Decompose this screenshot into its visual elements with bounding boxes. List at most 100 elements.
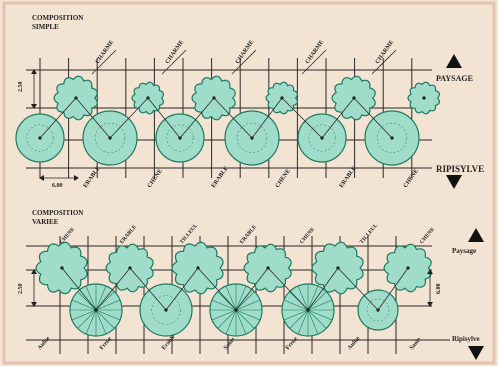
tree-branch	[225, 285, 237, 311]
section-composition-variee: COMPOSITION VARIEE CHENE ERABLE TILLEUL ERA…	[18, 209, 484, 360]
planting-line	[197, 267, 237, 311]
tree-branch	[297, 309, 309, 335]
tree-branch	[235, 285, 247, 311]
planting-line	[267, 267, 309, 311]
tree-branch	[289, 309, 309, 329]
tree-branch	[71, 299, 97, 311]
tree-crown-inner	[376, 122, 408, 154]
upper-species-label: CHENE	[299, 226, 316, 245]
upper-species-label: ERABLE	[239, 224, 258, 245]
lower-species-label: CHENE	[147, 168, 164, 189]
tree-branch	[211, 309, 237, 321]
tree-branch	[85, 309, 97, 335]
planting-line	[353, 97, 393, 139]
bottom-title-line2: VARIEE	[32, 218, 59, 226]
arrow-up-icon	[446, 54, 462, 68]
tree-branch	[95, 291, 115, 311]
bottom-dimension-right: 6.00	[427, 269, 442, 307]
top-title-line2: SIMPLE	[32, 23, 59, 31]
bottom-planting-lines	[61, 267, 409, 311]
bottom-trees	[35, 241, 432, 337]
upper-species-label: CHENE	[419, 226, 436, 245]
lower-species-label: ERABLE	[83, 165, 102, 189]
tree-trunk	[422, 96, 426, 100]
tree-branch	[307, 309, 333, 321]
tree-branch	[307, 291, 327, 311]
top-planting-lines	[39, 49, 397, 139]
tree-branch	[211, 299, 237, 311]
bottom-label-paysage: Paysage	[452, 247, 476, 255]
upper-species-label: TILLEUL	[179, 222, 200, 245]
tree-branch	[77, 291, 97, 311]
tree-branch	[95, 299, 121, 311]
section-composition-simple: COMPOSITION SIMPLE CHARME CHARME CHARME CHA…	[15, 14, 484, 189]
planting-line	[179, 97, 215, 139]
lower-species-label: Frene	[99, 336, 113, 352]
tree-crown-inner	[26, 124, 54, 152]
leader-line	[231, 49, 257, 75]
arrow-down-icon	[446, 175, 462, 189]
tree-branch	[235, 309, 255, 329]
lower-species-label: Aulne	[37, 335, 52, 351]
upper-species-label: ERABLE	[119, 224, 138, 245]
tree-branch	[307, 309, 319, 335]
bottom-label-ripisylve: Ripisylve	[452, 335, 480, 343]
planting-line	[129, 267, 167, 311]
tree-branch	[235, 309, 247, 335]
leader-line	[161, 49, 187, 75]
planting-line	[281, 97, 323, 139]
planting-line	[307, 267, 339, 311]
top-label-ripisylve: RIPISYLVE	[436, 164, 484, 174]
tree-crown-inner	[94, 122, 126, 154]
lower-species-label: Aulne	[347, 335, 362, 351]
leader-line	[91, 49, 117, 75]
tree-crown-inner	[308, 124, 336, 152]
tree-branch	[283, 309, 309, 321]
top-lower-species-labels: ERABLE CHENE ERABLE CHENE ERABLE CHENE	[83, 165, 420, 189]
tree-branch	[71, 309, 97, 321]
tree-branch	[235, 309, 261, 321]
tree-branch	[307, 285, 319, 311]
bottom-dim-left-label: 2.50	[18, 284, 24, 295]
top-dimension-left: 2.50	[18, 69, 37, 109]
planting-line	[235, 267, 269, 311]
arrow-down-icon	[468, 346, 484, 360]
lower-species-label: Frene	[285, 336, 299, 352]
tree-crown-inner	[151, 295, 181, 325]
lower-species-label: Erable	[161, 334, 177, 351]
tree-symbol	[35, 241, 88, 295]
planting-line	[39, 97, 77, 139]
tree-crown-inner	[366, 298, 390, 322]
tree-branch	[95, 285, 107, 311]
arrow-up-icon	[468, 228, 484, 242]
top-dimension-bottom: 6.00	[39, 175, 79, 189]
planting-line	[213, 97, 253, 139]
tree-branch	[95, 309, 115, 329]
planting-line	[165, 267, 199, 311]
lower-species-label: ERABLE	[211, 165, 230, 189]
top-title-line1: COMPOSITION	[32, 14, 83, 22]
tree-branch	[85, 285, 97, 311]
top-label-paysage: PAYSAGE	[436, 74, 473, 83]
tree-branch	[95, 309, 107, 335]
tree-crown-inner	[236, 122, 268, 154]
lower-species-label: CHENE	[275, 168, 292, 189]
tree-branch	[297, 285, 309, 311]
leader-line	[301, 49, 327, 75]
tree-branch	[307, 309, 327, 329]
planting-line	[147, 97, 181, 139]
upper-species-label: TILLEUL	[359, 222, 380, 245]
bottom-title-line1: COMPOSITION	[32, 209, 83, 217]
tree-branch	[95, 309, 121, 321]
lower-species-label: Saule	[409, 336, 423, 351]
tree-branch	[235, 299, 261, 311]
tree-branch	[307, 299, 333, 311]
tree-branch	[235, 291, 255, 311]
planting-line	[321, 97, 355, 139]
planting-line	[251, 97, 283, 139]
planting-line	[75, 97, 111, 139]
planting-line	[377, 267, 409, 311]
tree-branch	[283, 299, 309, 311]
